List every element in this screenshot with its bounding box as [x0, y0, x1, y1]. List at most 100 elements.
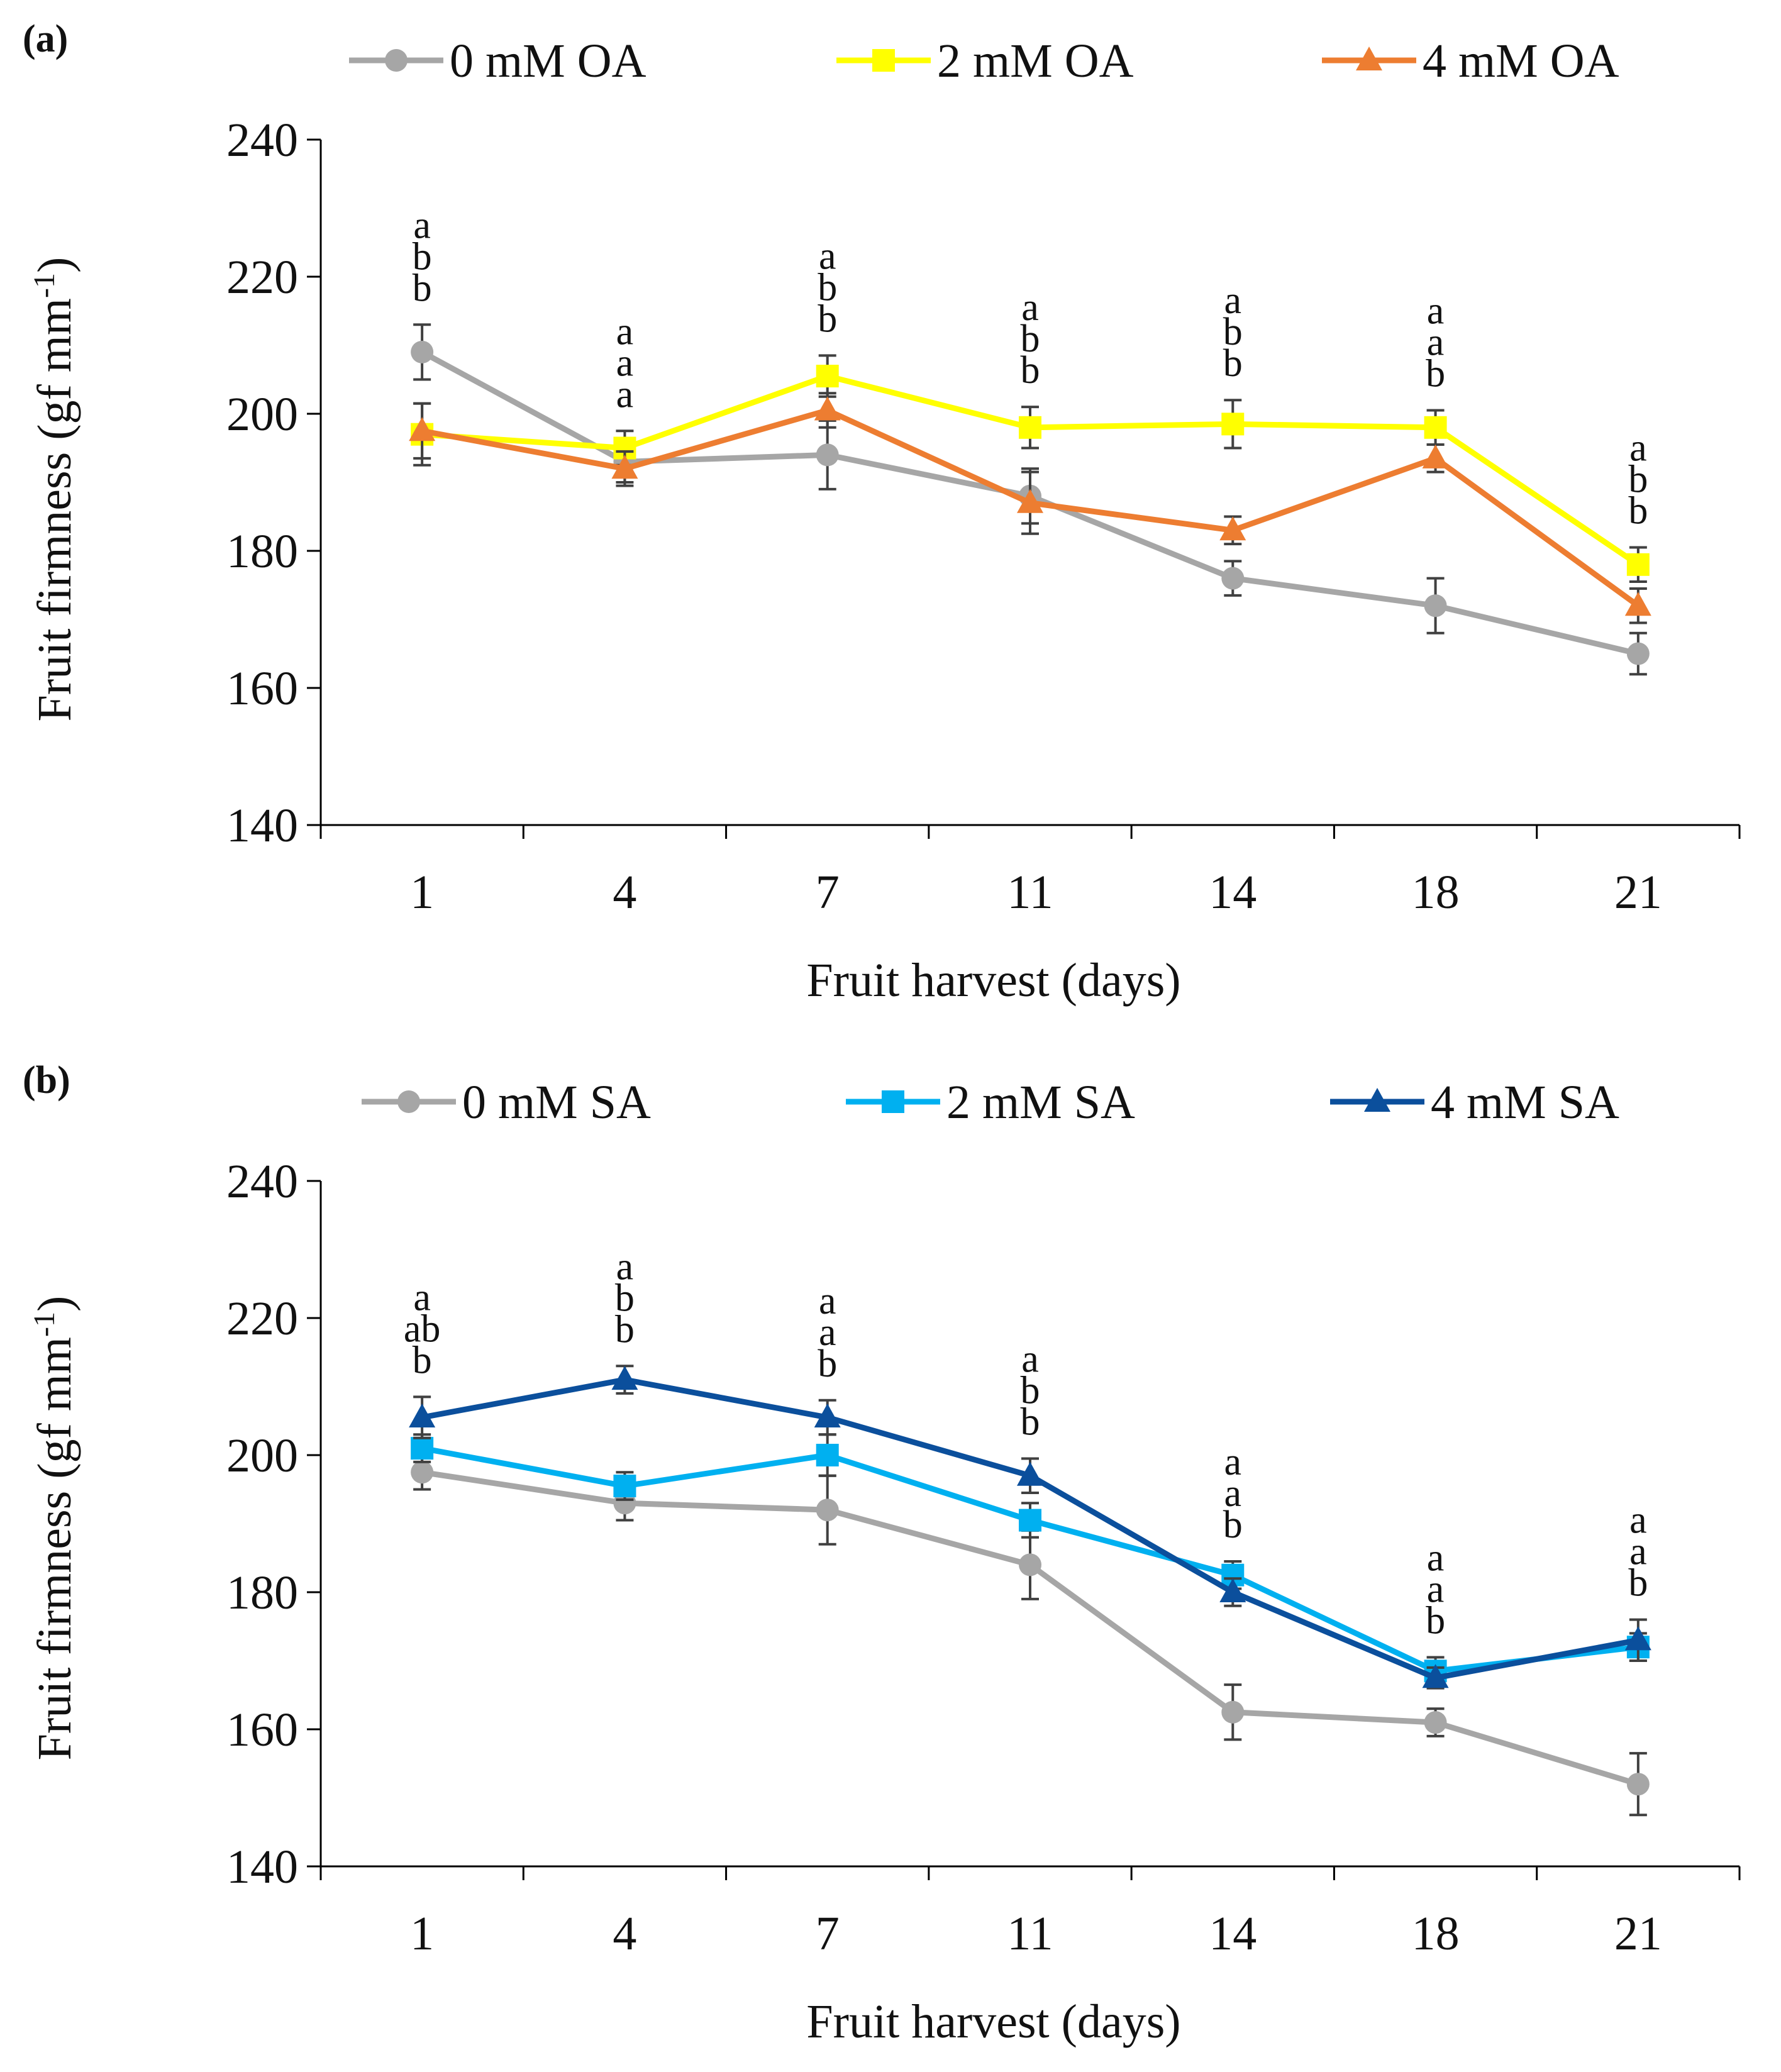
data-point: [816, 365, 839, 388]
chart-panel-b: (b) 0 mM SA 2 mM SA 4 mM SA 140 160 180 200 22…: [23, 1059, 1741, 2048]
data-point: [411, 1461, 434, 1484]
data-point: [1422, 1664, 1449, 1688]
y-tick-label: 220: [226, 251, 298, 304]
chart-panel-a: (a) 0 mM OA 2 mM OA 4 mM OA 140 160 180 200 22…: [23, 18, 1741, 1007]
significance-letter: a: [1224, 1472, 1242, 1515]
significance-letter: b: [1426, 1600, 1445, 1643]
x-tick-label: 18: [1412, 866, 1460, 919]
y-axis-title-exponent: -1: [28, 273, 61, 298]
data-point: [411, 1437, 434, 1460]
legend-marker: [882, 1090, 904, 1113]
significance-letter: b: [1021, 349, 1040, 392]
data-point: [1626, 553, 1650, 576]
y-tick-label: 220: [226, 1292, 298, 1345]
data-point: [1221, 1700, 1245, 1724]
data-point: [816, 443, 839, 467]
y-axis-title-exponent: -1: [28, 1312, 61, 1337]
y-tick-label: 160: [226, 1704, 298, 1756]
series-2-mm-oa: [411, 354, 1650, 584]
significance-letter: b: [1628, 458, 1648, 501]
x-tick-label: 21: [1614, 1907, 1662, 1960]
significance-letter: a: [1427, 290, 1445, 333]
legend-label: 2 mM SA: [946, 1076, 1135, 1129]
significance-letter: a: [616, 310, 634, 353]
data-point: [1624, 592, 1651, 616]
data-point: [611, 455, 638, 479]
x-tick-label: 7: [816, 866, 840, 919]
significance-letter: a: [819, 1311, 836, 1354]
significance-letter: a: [1021, 286, 1039, 329]
significance-letter: a: [1629, 1499, 1647, 1542]
legend: 0 mM OA 2 mM OA 4 mM OA: [349, 35, 1619, 87]
data-point: [611, 1366, 638, 1390]
x-tick-label: 11: [1007, 1907, 1053, 1960]
x-tick-label: 4: [613, 866, 636, 919]
legend-marker: [385, 49, 408, 72]
data-point: [814, 1404, 841, 1428]
data-point: [613, 1475, 636, 1498]
legend-entry: 2 mM OA: [836, 35, 1134, 87]
data-point: [816, 1444, 839, 1466]
y-tick-label: 160: [226, 662, 298, 715]
y-tick-label: 140: [226, 799, 298, 852]
x-tick-label: 11: [1007, 866, 1053, 919]
significance-letter: b: [1021, 1369, 1040, 1412]
significance-letter: b: [1628, 490, 1648, 533]
significance-letter: b: [1223, 311, 1243, 353]
y-tick-label: 140: [226, 1841, 298, 1893]
x-axis-title: Fruit harvest (days): [806, 954, 1180, 1007]
legend-marker: [1356, 47, 1382, 70]
data-point: [1424, 416, 1447, 439]
x-tick-label: 1: [410, 866, 434, 919]
data-point: [1017, 1461, 1043, 1486]
y-axis-title-main: Fruit firmness (gf mm: [28, 298, 81, 721]
significance-letter: b: [1628, 1562, 1648, 1605]
legend-marker: [1364, 1088, 1390, 1112]
legend-entry: 0 mM SA: [362, 1076, 651, 1129]
significance-letter: b: [413, 267, 432, 309]
y-tick-label: 240: [226, 1155, 298, 1208]
significance-letter: a: [819, 1280, 836, 1322]
data-point: [409, 1404, 436, 1428]
legend-marker: [397, 1090, 420, 1113]
legend-label: 4 mM SA: [1431, 1076, 1619, 1129]
data-point: [1221, 413, 1245, 436]
significance-letter: a: [616, 341, 634, 384]
data-point: [411, 340, 434, 363]
legend-entry: 2 mM SA: [846, 1076, 1135, 1129]
y-tick-label: 240: [226, 114, 298, 167]
legend-entry: 4 mM SA: [1330, 1076, 1619, 1129]
data-point: [1624, 1626, 1651, 1651]
y-tick-label: 180: [226, 525, 298, 578]
data-point: [1019, 1509, 1041, 1532]
legend-label: 0 mM OA: [450, 35, 646, 87]
significance-letter: a: [1224, 279, 1242, 322]
significance-letter: b: [615, 1277, 635, 1319]
significance-letter: b: [818, 1343, 837, 1385]
y-axis-title: Fruit firmness (gf mm-1): [28, 257, 81, 722]
data-point: [1424, 594, 1447, 618]
significance-letter: a: [1224, 1441, 1242, 1483]
x-tick-label: 4: [613, 1907, 636, 1960]
x-tick-label: 7: [816, 1907, 840, 1960]
significance-letter: a: [1629, 1531, 1647, 1573]
data-point: [1219, 1578, 1246, 1602]
data-point: [1017, 489, 1043, 513]
significance-letter: ab: [404, 1307, 441, 1350]
significance-letter: b: [1021, 318, 1040, 360]
data-point: [1626, 1773, 1650, 1796]
data-point: [814, 396, 841, 421]
data-point: [1424, 1711, 1447, 1734]
data-point: [409, 417, 436, 441]
significance-letter: a: [616, 373, 634, 416]
y-axis-title-main: Fruit firmness (gf mm: [28, 1337, 81, 1760]
series-4-mm-sa: [409, 1365, 1651, 1690]
significance-letter: b: [818, 266, 837, 309]
data-point: [1422, 444, 1449, 468]
